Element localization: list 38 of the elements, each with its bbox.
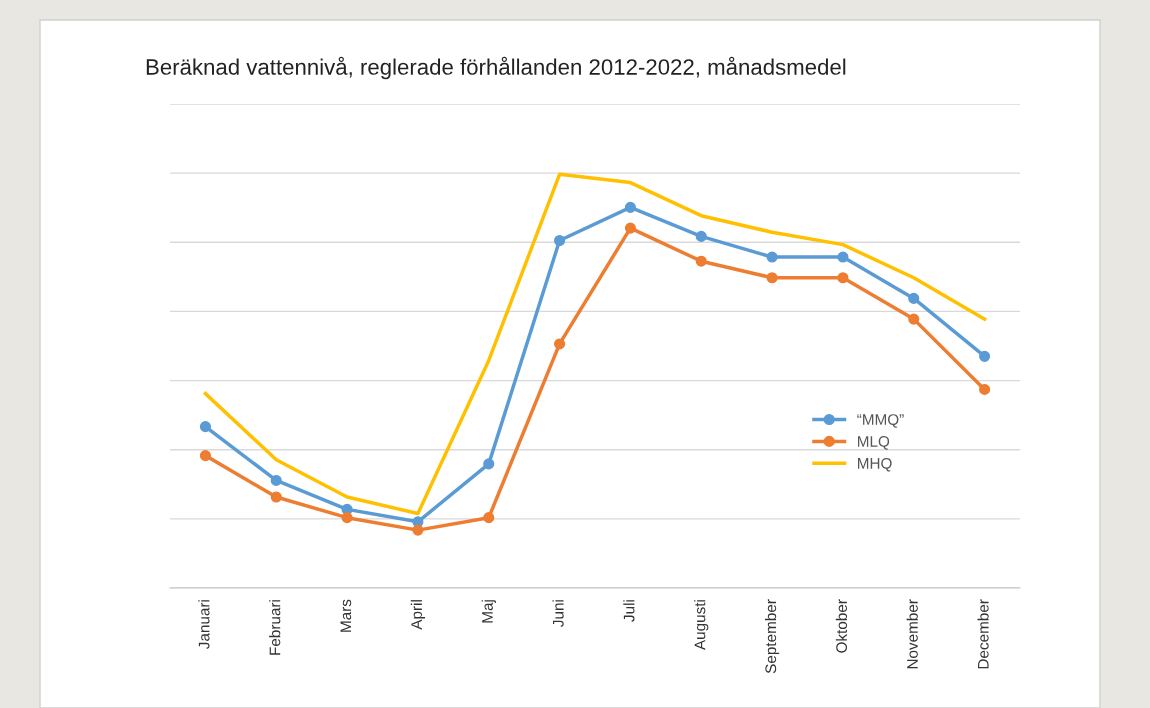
point bbox=[199, 450, 211, 462]
x-tick-label: Januari bbox=[198, 600, 210, 649]
x-tick-label: Augusti bbox=[694, 600, 709, 651]
x-tick-label: November bbox=[906, 599, 918, 669]
x-tick-label: September bbox=[764, 599, 780, 674]
legend-label: “MMQ” bbox=[857, 414, 904, 428]
point bbox=[341, 512, 353, 524]
point bbox=[766, 251, 778, 263]
point bbox=[908, 313, 920, 325]
point bbox=[766, 272, 778, 284]
x-tick-label: December bbox=[977, 599, 989, 669]
point bbox=[695, 230, 707, 242]
point bbox=[624, 222, 636, 234]
x-tick-label: Mars bbox=[340, 599, 352, 632]
point bbox=[270, 491, 282, 503]
x-tick-label: April bbox=[410, 600, 426, 630]
point bbox=[412, 524, 424, 536]
point bbox=[837, 272, 849, 284]
point bbox=[979, 383, 991, 395]
point bbox=[270, 474, 282, 487]
point bbox=[979, 350, 991, 362]
point bbox=[837, 251, 849, 263]
point bbox=[695, 255, 707, 267]
legend-label: MLQ bbox=[857, 436, 890, 450]
point bbox=[199, 421, 211, 433]
x-tick-label: Oktober bbox=[835, 599, 848, 653]
point bbox=[624, 201, 636, 213]
chart-title: Beräknad vattennivå, reglerade förhållanden 2012-2022, månadsmedel bbox=[146, 56, 846, 80]
point bbox=[908, 292, 920, 304]
legend-label: MHQ bbox=[857, 457, 892, 472]
point bbox=[554, 234, 566, 247]
x-tick-label: Juli bbox=[623, 600, 635, 622]
x-tick-label: Juni bbox=[552, 600, 564, 627]
point bbox=[483, 458, 495, 470]
x-tick-label: Maj bbox=[481, 600, 496, 623]
point bbox=[483, 512, 495, 524]
x-tick-label: Februari bbox=[269, 600, 281, 655]
point bbox=[554, 338, 566, 350]
